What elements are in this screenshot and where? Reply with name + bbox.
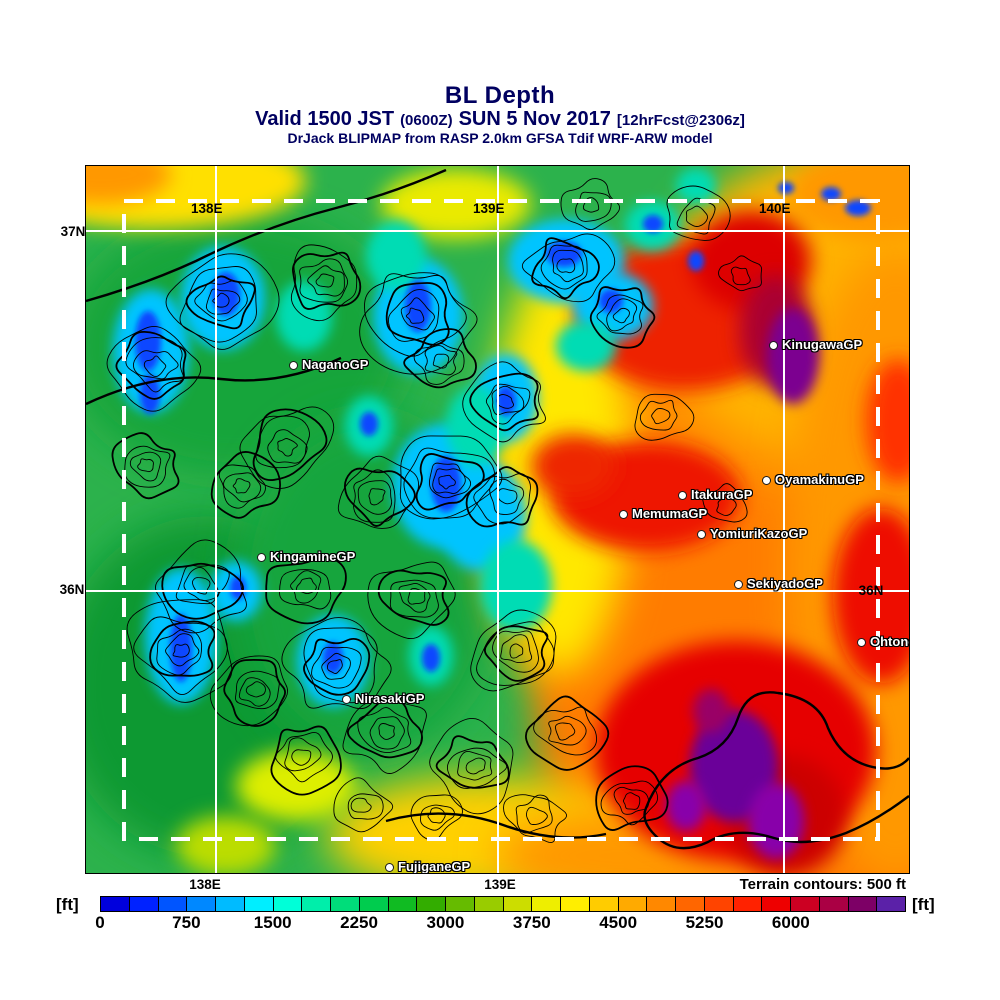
colorbar-segment: [187, 897, 216, 911]
colorbar-segment: [733, 897, 763, 911]
terrain-contours-note: Terrain contours: 500 ft: [739, 876, 906, 893]
site-marker-dot: [697, 530, 706, 539]
graticule-lines: [86, 166, 909, 873]
colorbar-tick: 750: [172, 913, 201, 932]
colorbar-segment: [388, 897, 418, 911]
site-marker-dot: [619, 510, 628, 519]
colorbar-tick-labels: 0 750 1500 2250 3000 3750 4500 5250 6000: [95, 913, 906, 935]
colorbar-segment: [101, 897, 130, 911]
lon-label-top-139e: 139E: [473, 201, 505, 216]
forecast-map: 138E 139E 140E 36N NaganoGP KinugawaGP Oya…: [85, 165, 910, 874]
model-line: DrJack BLIPMAP from RASP 2.0km GFSA Tdif…: [287, 130, 713, 146]
site-label: YomiuriKazoGP: [710, 526, 808, 541]
colorbar-segment: [158, 897, 188, 911]
colorbar-segment: [877, 897, 905, 911]
colorbar-segment: [819, 897, 849, 911]
site-label: ItakuraGP: [691, 487, 753, 502]
valid-date: SUN 5 Nov 2017: [458, 108, 611, 130]
colorbar-segment: [762, 897, 791, 911]
lat-label-right-36n: 36N: [858, 583, 884, 598]
site-marker-dot: [769, 341, 778, 350]
colorbar-segment: [417, 897, 446, 911]
colorbar-segment: [244, 897, 274, 911]
colorbar-segment: [618, 897, 648, 911]
colorbar-segment: [561, 897, 590, 911]
colorbar-segment: [474, 897, 504, 911]
colorbar: [100, 896, 906, 912]
colorbar-segment: [446, 897, 475, 911]
colorbar-segment: [589, 897, 619, 911]
colorbar-segment: [302, 897, 331, 911]
colorbar-tick: 3750: [512, 913, 551, 932]
site-label: KingamineGP: [270, 549, 356, 564]
colorbar-segment: [532, 897, 561, 911]
site-label: OhtoneGP: [870, 634, 909, 649]
colorbar-tick: 5250: [685, 913, 724, 932]
lon-label-bottom-138e: 138E: [189, 877, 221, 892]
colorbar-segment: [129, 897, 159, 911]
site-label: NirasakiGP: [355, 691, 425, 706]
colorbar-unit-left: [ft]: [56, 895, 79, 914]
colorbar-tick: 0: [95, 913, 105, 932]
colorbar-tick: 2250: [340, 913, 378, 932]
colorbar-unit-right: [ft]: [912, 895, 935, 914]
forecast-tag: [12hrFcst@2306z]: [616, 112, 745, 129]
lon-label-top-138e: 138E: [191, 201, 223, 216]
site-marker-dot: [762, 476, 771, 485]
forecast-map-canvas: [86, 166, 909, 873]
site-marker-dot: [678, 491, 687, 500]
site-marker-dot: [342, 695, 351, 704]
site-label: FujiganeGP: [398, 859, 471, 874]
site-label: MemumaGP: [632, 506, 708, 521]
colorbar-tick: 6000: [771, 913, 810, 932]
colorbar-segment: [273, 897, 303, 911]
site-label: NaganoGP: [302, 357, 369, 372]
colorbar-segment: [216, 897, 245, 911]
valid-prefix: Valid 1500 JST: [255, 108, 395, 130]
colorbar-segment: [503, 897, 533, 911]
site-marker-dot: [385, 863, 394, 872]
colorbar-segment: [331, 897, 360, 911]
terrain-contour-lines: [106, 178, 763, 843]
colorbar-segment: [704, 897, 734, 911]
site-marker-dot: [857, 638, 866, 647]
valid-zulu: (0600Z): [400, 112, 453, 129]
colorbar-segment: [676, 897, 705, 911]
lon-label-top-140e: 140E: [759, 201, 791, 216]
lat-label-left-37n: 37N: [60, 224, 86, 239]
colorbar-segment: [359, 897, 389, 911]
colorbar-segment: [647, 897, 676, 911]
site-label: KinugawaGP: [782, 337, 863, 352]
site-label: SekiyadoGP: [747, 576, 823, 591]
valid-time-line: Valid 1500 JST (0600Z) SUN 5 Nov 2017 [12hr…: [0, 108, 1000, 131]
site-label: OyamakinuGP: [775, 472, 864, 487]
colorbar-tick: 3000: [426, 913, 465, 932]
colorbar-tick: 4500: [599, 913, 638, 932]
colorbar-tick: 1500: [253, 913, 292, 932]
domain-boundary-dashed: [122, 199, 880, 841]
site-marker-dot: [289, 361, 298, 370]
colorbar-segment: [791, 897, 820, 911]
site-marker-dot: [257, 553, 266, 562]
page-title: BL Depth: [444, 82, 556, 109]
lat-label-left-36n: 36N: [59, 582, 85, 597]
lon-label-bottom-139e: 139E: [484, 877, 516, 892]
colorbar-segment: [848, 897, 878, 911]
site-marker-dot: [734, 580, 743, 589]
